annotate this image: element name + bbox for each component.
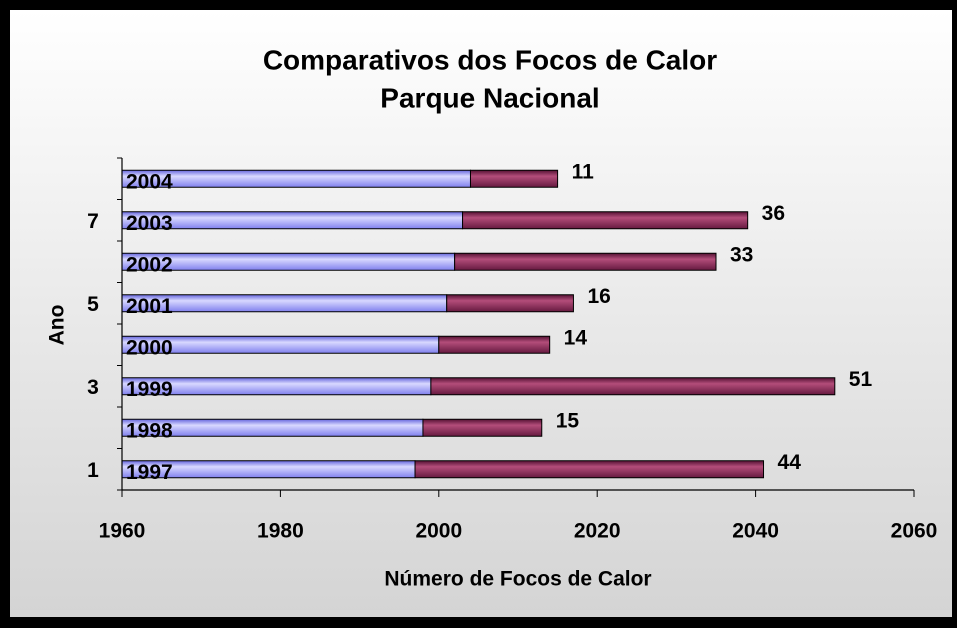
bar-segment: [414, 460, 765, 479]
y-tick-label: 5: [87, 293, 99, 316]
x-tick-label: 1980: [257, 520, 304, 543]
bar-segment: [438, 335, 551, 354]
y-tick-label: 1: [87, 459, 99, 482]
bar-segment: [454, 252, 717, 271]
data-label: 11: [572, 160, 595, 183]
bar-segment: [430, 377, 836, 396]
y-tick-label: 3: [87, 376, 99, 399]
data-label: 1999: [126, 378, 173, 401]
data-label: 2000: [126, 336, 173, 359]
data-label: 15: [556, 409, 580, 432]
data-label: 44: [778, 451, 802, 474]
x-axis-label: Número de Focos de Calor: [384, 568, 651, 591]
y-tick-label: 7: [87, 210, 99, 233]
data-label: 1998: [126, 419, 173, 442]
x-tick-label: 2040: [732, 520, 779, 543]
data-label: 2002: [126, 253, 173, 276]
data-label: 51: [849, 368, 873, 391]
x-tick-label: 2060: [891, 520, 938, 543]
data-label: 16: [587, 285, 610, 308]
bar-segment: [469, 169, 559, 188]
y-axis-label: Ano: [46, 305, 69, 346]
x-tick-label: 2000: [415, 520, 462, 543]
data-label: 2001: [126, 295, 173, 318]
data-label: 2004: [126, 170, 173, 193]
bar-segment: [422, 418, 543, 437]
bars: [122, 169, 836, 479]
bar-segment: [462, 211, 749, 230]
chart-subtitle: Parque Nacional: [380, 82, 599, 113]
chart-title: Comparativos dos Focos de Calor: [263, 44, 717, 75]
x-tick-label: 1960: [99, 520, 146, 543]
chart-background: [10, 10, 952, 617]
data-label: 33: [730, 243, 753, 266]
bar-segment: [446, 294, 574, 313]
data-label: 14: [564, 326, 588, 349]
data-label: 36: [762, 202, 785, 225]
data-label: 1997: [126, 461, 173, 484]
x-tick-label: 2020: [574, 520, 621, 543]
data-label: 2003: [126, 212, 173, 235]
